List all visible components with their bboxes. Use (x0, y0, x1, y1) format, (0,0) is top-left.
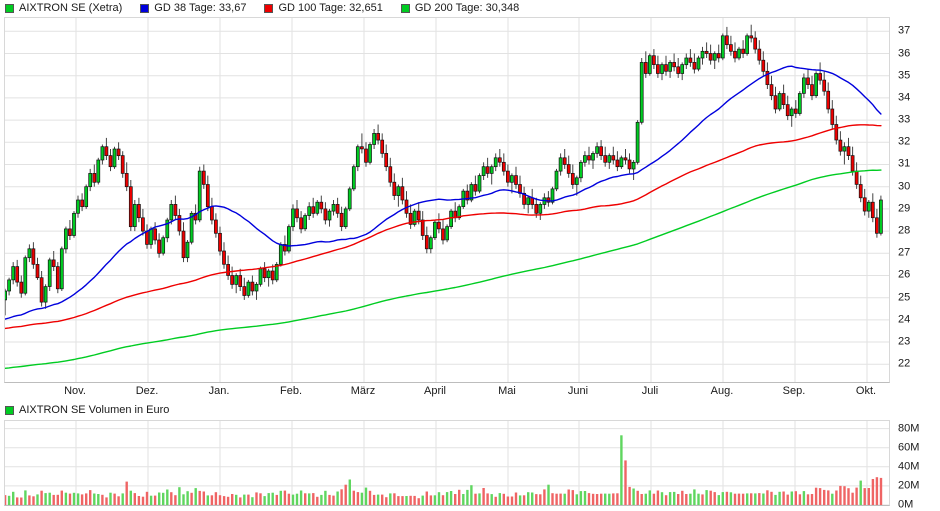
x-axis-tick: Juni (567, 385, 589, 397)
x-axis-tick: Feb. (279, 385, 303, 397)
x-axis-tick: Okt. (855, 385, 877, 397)
volume-legend-label: AIXTRON SE Volumen in Euro (19, 404, 170, 416)
volume-y-tick: 20M (898, 479, 920, 492)
legend-label: GD 200 Tage: 30,348 (414, 1, 520, 14)
price-y-tick: 35 (898, 69, 911, 82)
price-candlestick-svg (5, 18, 889, 382)
volume-y-tick: 80M (898, 422, 920, 435)
legend-item[interactable]: GD 38 Tage: 33,67 (140, 1, 247, 14)
volume-y-tick: 60M (898, 441, 920, 454)
price-y-tick: 37 (898, 24, 911, 37)
price-y-tick: 28 (898, 224, 911, 237)
price-panel: 37 36 35 34 33 32 31 30 29 28 27 26 25 24 23 22 (0, 17, 940, 383)
price-y-tick: 24 (898, 313, 911, 326)
series-swatch-icon (400, 3, 410, 13)
price-y-tick: 23 (898, 335, 911, 348)
series-swatch-icon (5, 3, 14, 13)
price-y-tick: 30 (898, 180, 911, 193)
x-axis-tick: Mai (498, 385, 516, 397)
price-y-tick: 36 (898, 47, 911, 59)
price-y-tick: 22 (898, 357, 911, 370)
chart-legend: AIXTRON SE (Xetra) GD 38 Tage: 33,67 GD 10… (0, 0, 940, 16)
x-axis-tick: April (423, 385, 447, 397)
x-axis-tick: Aug. (710, 385, 734, 397)
price-y-tick: 31 (898, 157, 911, 170)
legend-item[interactable]: AIXTRON SE (Xetra) (5, 1, 123, 14)
volume-bars-svg (5, 421, 889, 505)
series-swatch-icon (140, 3, 150, 13)
price-y-tick: 34 (898, 91, 911, 104)
price-y-axis: 37 36 35 34 33 32 31 30 29 28 27 26 25 24 23 22 (892, 17, 940, 383)
legend-label: GD 38 Tage: 33,67 (154, 1, 247, 14)
x-axis-tick: Dez. (135, 385, 159, 397)
volume-y-tick: 40M (898, 460, 920, 473)
legend-item[interactable]: GD 200 Tage: 30,348 (400, 1, 520, 14)
volume-y-tick: 0M (898, 498, 914, 511)
legend-item[interactable]: GD 100 Tage: 32,651 (264, 1, 383, 14)
series-swatch-icon (264, 3, 274, 13)
x-axis-tick: Nov. (64, 385, 86, 397)
volume-panel: 0M 20M 40M 60M 80M (0, 420, 940, 510)
legend-label: GD 100 Tage: 32,651 (278, 1, 383, 14)
price-y-tick: 33 (898, 113, 911, 126)
x-axis-tick: März (350, 385, 376, 397)
price-y-tick: 32 (898, 135, 911, 148)
x-axis-tick: Juli (641, 385, 659, 397)
price-y-tick: 26 (898, 268, 911, 281)
volume-y-axis: 0M 20M 40M 60M 80M (892, 420, 940, 510)
price-plot-area[interactable] (4, 17, 890, 383)
volume-plot-area[interactable] (4, 420, 890, 506)
x-axis-months: Nov. Dez. Jan. Feb. März April Mai Juni Juli Aug.… (0, 384, 940, 400)
legend-label: AIXTRON SE (Xetra) (19, 1, 123, 14)
series-swatch-icon (5, 406, 14, 415)
price-y-tick: 29 (898, 202, 911, 215)
x-axis-tick: Jan. (208, 385, 230, 397)
price-y-tick: 27 (898, 246, 911, 259)
volume-legend: AIXTRON SE Volumen in Euro (0, 403, 940, 418)
volume-legend-item[interactable]: AIXTRON SE Volumen in Euro (5, 405, 169, 416)
price-y-tick: 25 (898, 291, 911, 304)
x-axis-tick: Sep. (782, 385, 806, 397)
